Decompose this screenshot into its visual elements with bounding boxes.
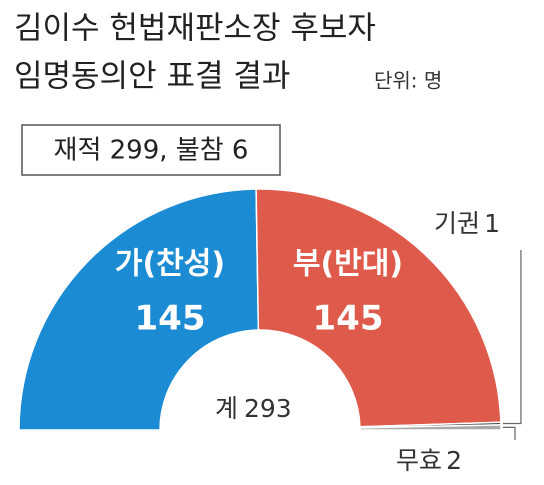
annotation-value: 2	[446, 446, 462, 475]
segment	[359, 424, 502, 431]
note-box	[21, 124, 281, 176]
chart-title: 임명동의안 표결 결과	[14, 59, 290, 95]
segment	[255, 188, 502, 428]
annotation-value: 1	[484, 209, 500, 238]
segment-label: 부(반대)	[293, 247, 403, 282]
value-label: 145	[313, 299, 384, 339]
annotation-label: 기권	[434, 209, 480, 238]
leader-line	[502, 426, 516, 440]
annotation-label: 무효	[396, 446, 442, 475]
chart-title: 김이수 헌법재판소장 후보자	[14, 11, 376, 47]
unit: 단위: 명	[374, 69, 442, 93]
value-label: 145	[135, 299, 206, 339]
leader-line	[502, 250, 522, 425]
total-label: 계	[215, 394, 238, 423]
segment-label: 가(찬성)	[115, 247, 225, 282]
total-value: 293	[244, 394, 292, 423]
segment	[18, 188, 260, 431]
note: 재적 299, 불참 6	[54, 136, 249, 166]
